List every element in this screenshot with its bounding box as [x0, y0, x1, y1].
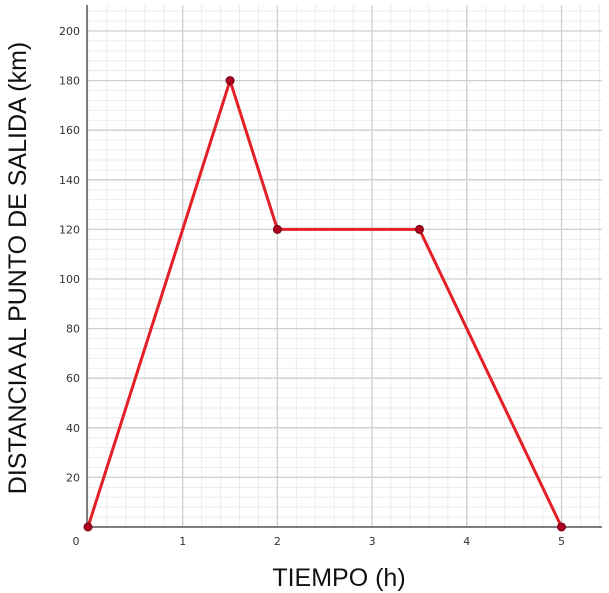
series-line	[86, 79, 563, 529]
major-grid	[87, 5, 602, 527]
x-tick-label: 5	[558, 535, 565, 548]
y-tick-label: 180	[59, 75, 80, 88]
data-point	[83, 522, 93, 532]
x-tick-label: 2	[274, 535, 281, 548]
y-tick-label: 160	[59, 124, 80, 137]
y-tick-label: 40	[66, 422, 80, 435]
y-tick-label: 120	[59, 223, 80, 236]
data-point	[272, 224, 282, 234]
data-point	[557, 522, 566, 532]
x-axis-title: TIEMPO (h)	[272, 564, 405, 592]
y-tick-labels: 20 40 60 80 100 120 140 160 180 200	[59, 25, 80, 484]
x-tick-label: 1	[179, 535, 186, 548]
data-point	[414, 224, 424, 234]
x-tick-label: 4	[463, 535, 470, 548]
data-point	[225, 76, 235, 86]
y-tick-label: 140	[59, 174, 80, 187]
y-tick-label: 200	[59, 25, 80, 38]
x-tick-label: 3	[369, 535, 376, 548]
y-tick-label: 60	[66, 372, 80, 385]
y-tick-label: 100	[59, 273, 80, 286]
series	[83, 76, 566, 532]
y-tick-label: 20	[66, 471, 80, 484]
x-tick-labels: 0 1 2 3 4 5	[73, 535, 566, 548]
axes	[86, 5, 602, 528]
x-tick-label: 0	[73, 535, 80, 548]
y-axis-title: DISTANCIA AL PUNTO DE SALIDA (km)	[4, 42, 32, 494]
y-tick-label: 80	[66, 323, 80, 336]
